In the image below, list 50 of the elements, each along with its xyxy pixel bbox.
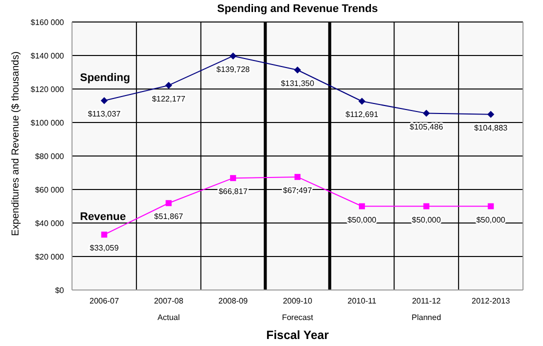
data-label: $113,037 [88,110,122,119]
data-label: $51,867 [154,212,184,222]
data-label: $139,728 [216,64,250,74]
point [230,52,237,60]
data-label: $122,177 [152,94,186,104]
x-tick-label: 2008-09 [218,296,248,306]
point [101,232,108,238]
y-tick-label: $40 000 [35,218,65,228]
x-tick-label: 2009-10 [282,296,313,306]
y-tick-label: $140 000 [30,51,65,60]
series-label: Revenue [80,210,126,223]
point [165,82,172,89]
point [166,200,172,206]
point [422,110,430,117]
x-tick-label: 2007-08 [154,296,184,306]
data-label: $131,350 [280,78,315,88]
data-label: $105,486 [410,122,444,132]
point [488,203,494,210]
x-tick-label: 2011-12 [412,296,442,306]
data-label: $112,691 [346,110,379,120]
data-label: $33,059 [90,244,120,253]
y-tick-label: $60 000 [35,185,65,194]
data-label: $50,000 [347,215,377,224]
data-label: $50,000 [476,215,506,224]
band-label: Planned [410,313,442,322]
point [487,110,494,118]
point [358,98,366,105]
y-tick-label: $160 000 [30,18,65,27]
band-label: Actual [156,313,181,322]
y-tick-label: $80 000 [35,152,65,161]
point [294,174,300,180]
point [358,203,365,210]
y-tick-label: $0 [55,286,65,295]
x-axis-title: Fiscal Year [265,328,330,342]
band-label: Forecast [280,313,314,322]
y-tick-label: $120 000 [30,84,65,94]
data-label: $50,000 [412,215,442,224]
chart-title: Spending and Revenue Trends [216,3,379,15]
point [423,203,430,210]
y-axis-title: Expenditures and Revenue ($ thousands) [10,51,22,236]
y-tick-label: $100 000 [30,118,65,128]
point [100,97,108,104]
series-label: Spending [80,72,130,84]
point [230,175,236,182]
point [294,66,301,74]
x-tick-label: 2012-2013 [472,296,510,306]
data-label: $104,883 [474,123,508,132]
x-tick-label: 2010-11 [348,296,377,306]
x-tick-label: 2006-07 [90,296,120,306]
y-tick-label: $20 000 [35,252,65,262]
